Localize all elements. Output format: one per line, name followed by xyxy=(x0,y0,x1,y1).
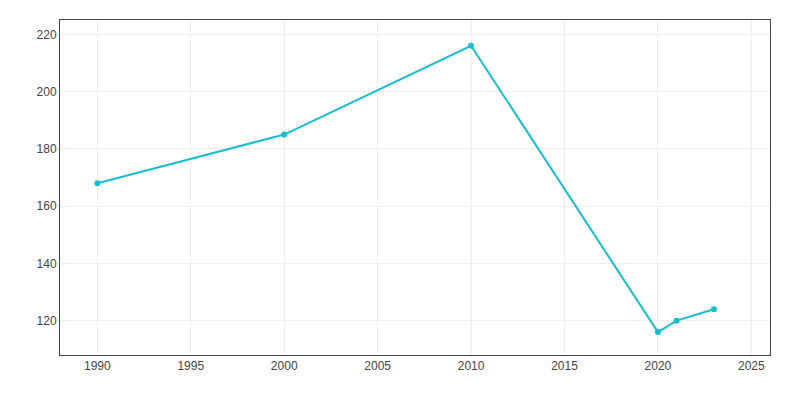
svg-text:2005: 2005 xyxy=(364,359,391,373)
svg-text:1990: 1990 xyxy=(84,359,111,373)
svg-text:2020: 2020 xyxy=(645,359,672,373)
svg-text:160: 160 xyxy=(37,199,57,213)
svg-text:1995: 1995 xyxy=(177,359,204,373)
svg-text:120: 120 xyxy=(37,314,57,328)
svg-text:2015: 2015 xyxy=(551,359,578,373)
svg-text:2010: 2010 xyxy=(458,359,485,373)
svg-text:140: 140 xyxy=(37,257,57,271)
svg-text:2000: 2000 xyxy=(271,359,298,373)
svg-text:180: 180 xyxy=(37,142,57,156)
svg-text:200: 200 xyxy=(37,85,57,99)
svg-text:220: 220 xyxy=(37,28,57,42)
svg-text:2025: 2025 xyxy=(738,359,765,373)
